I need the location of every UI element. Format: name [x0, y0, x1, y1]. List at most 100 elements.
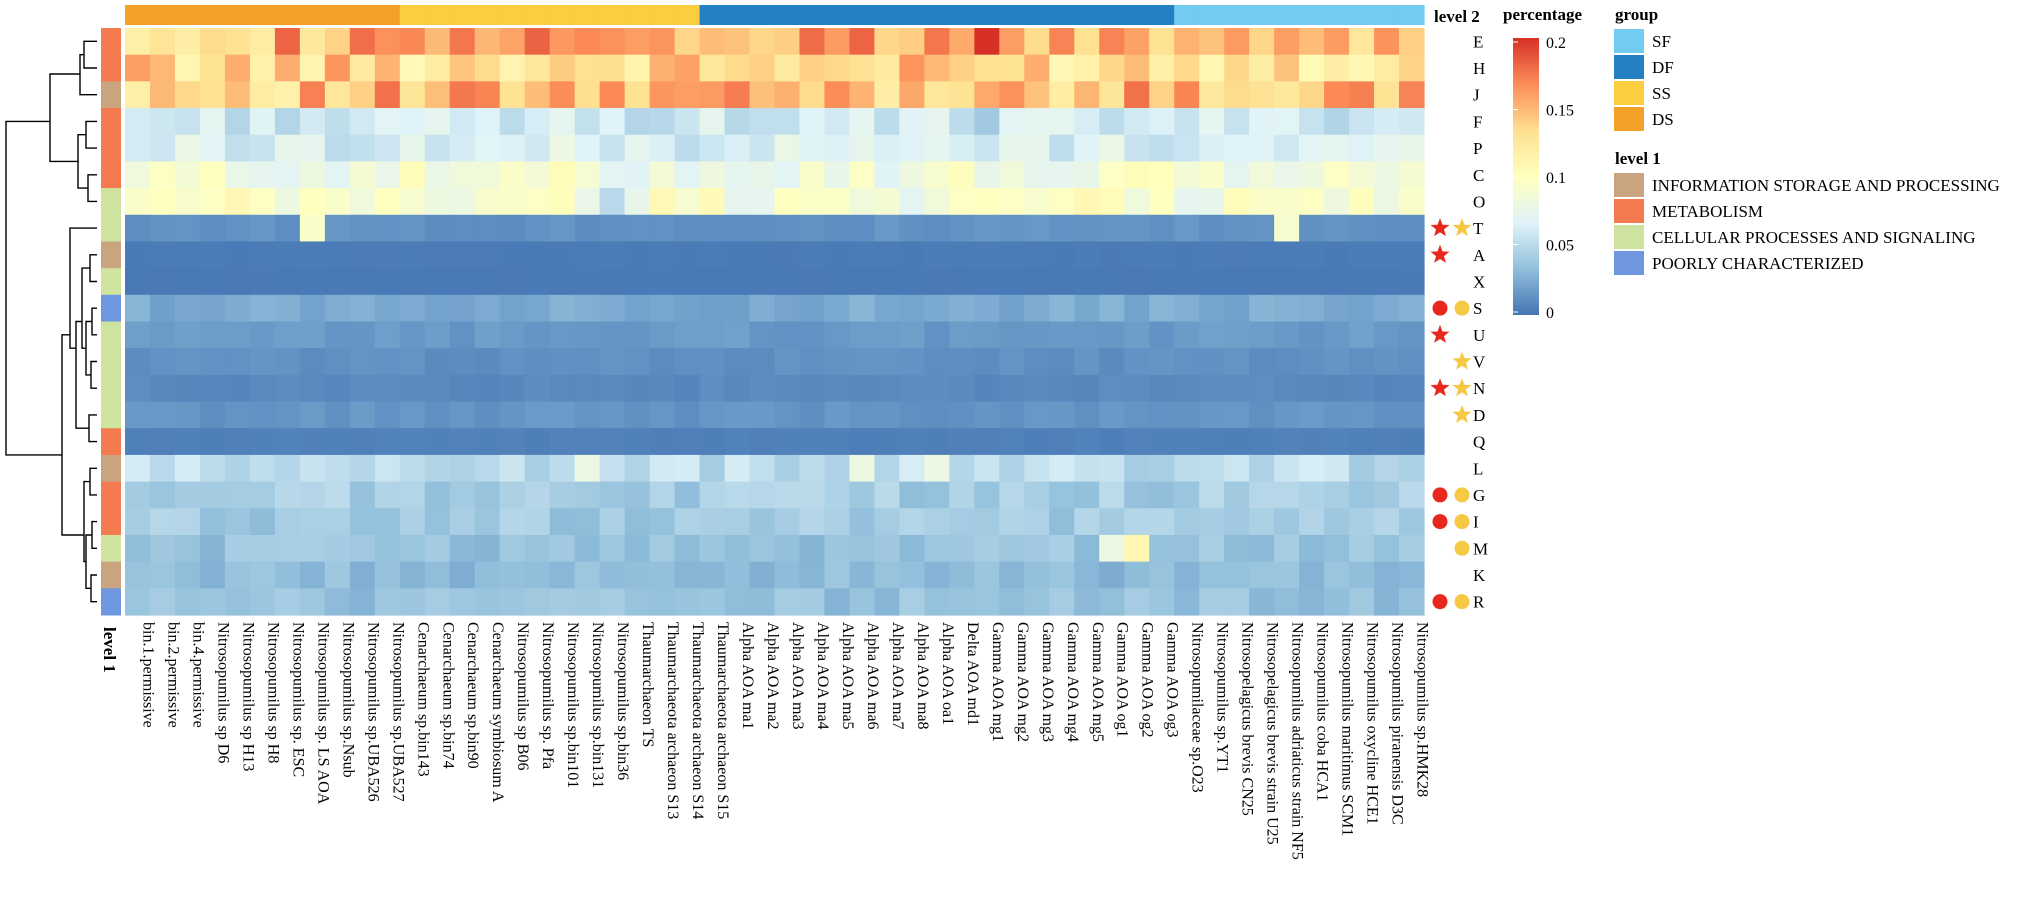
heatmap-cell [274, 401, 301, 429]
heatmap-cell [1124, 268, 1150, 296]
group-legend-swatch [1614, 29, 1644, 53]
heatmap-cell [449, 134, 476, 163]
heatmap-cell [699, 241, 726, 269]
heatmap-cell [974, 481, 1000, 509]
heatmap-cell [1074, 268, 1100, 296]
dendrogram-branch [91, 520, 97, 549]
heatmap-cell [299, 588, 326, 616]
heatmap-cell [899, 534, 925, 563]
group-annotation-cell [599, 5, 626, 25]
heatmap-cell [499, 81, 526, 109]
group-annotation-cell [174, 5, 201, 25]
group-annotation-cell [974, 5, 1000, 25]
heatmap-cell [724, 28, 751, 56]
heatmap-cell [125, 588, 151, 616]
heatmap-cell [724, 268, 751, 296]
group-annotation-cell [1074, 5, 1100, 25]
heatmap-cell [724, 374, 751, 403]
heatmap-cell [674, 481, 701, 509]
heatmap-cell [1049, 268, 1075, 296]
heatmap-cell [624, 134, 651, 163]
heatmap-cell [799, 294, 826, 323]
level1-annotation-cell [101, 108, 121, 136]
heatmap-cell [1324, 188, 1350, 216]
heatmap-cell [974, 214, 1000, 243]
group-annotation-cell [324, 5, 351, 25]
heatmap-cell [974, 348, 1000, 376]
heatmap-cell [1224, 348, 1250, 376]
heatmap-cell [1049, 321, 1075, 349]
heatmap-cell [374, 268, 401, 296]
heatmap-cell [1249, 108, 1275, 136]
heatmap-cell [374, 321, 401, 349]
heatmap-cell [399, 481, 426, 509]
heatmap-cell [649, 348, 676, 376]
heatmap-cell [1199, 508, 1225, 536]
heatmap-cell [374, 161, 401, 189]
column-label: Nitrosopumilus sp.bin36 [614, 622, 631, 780]
heatmap-cell [1199, 81, 1225, 109]
heatmap-cell [474, 508, 501, 536]
heatmap-cell [649, 294, 676, 323]
heatmap-cell [224, 428, 251, 456]
heatmap-cell [599, 214, 626, 243]
heatmap-cell [549, 54, 576, 82]
heatmap-cell [125, 294, 151, 323]
heatmap-cell [1049, 348, 1075, 376]
heatmap-cell [1024, 54, 1050, 82]
level1-legend-swatch [1614, 225, 1644, 249]
heatmap-cell [774, 401, 801, 429]
heatmap-cell [924, 294, 950, 323]
heatmap-cell [424, 161, 451, 189]
heatmap-cell [874, 561, 900, 589]
heatmap-cell [774, 161, 801, 189]
heatmap-cell [1224, 188, 1250, 216]
heatmap-cell [1224, 241, 1250, 269]
heatmap-cell [849, 241, 876, 269]
heatmap-cell [174, 508, 201, 536]
heatmap-cell [499, 268, 526, 296]
heatmap-cell [974, 534, 1000, 563]
heatmap-cell [199, 401, 226, 429]
heatmap-cell [774, 81, 801, 109]
heatmap-cell [1299, 54, 1325, 82]
heatmap-cell [199, 108, 226, 136]
heatmap-cell [349, 321, 376, 349]
heatmap-cell [449, 214, 476, 243]
heatmap-cell [849, 561, 876, 589]
heatmap-cell [524, 534, 551, 563]
heatmap-cell [1224, 108, 1250, 136]
heatmap-cell [474, 188, 501, 216]
heatmap-cell [799, 481, 826, 509]
heatmap-cell [1199, 161, 1225, 189]
scale-tick-label: 0.2 [1546, 35, 1566, 52]
heatmap-cell [774, 108, 801, 136]
heatmap-cell [724, 348, 751, 376]
heatmap-cell [1024, 401, 1050, 429]
heatmap-cell [249, 428, 276, 456]
heatmap-cell [824, 241, 851, 269]
heatmap-cell [199, 241, 226, 269]
heatmap-cell [999, 268, 1025, 296]
heatmap-cell [774, 188, 801, 216]
heatmap-cell [599, 348, 626, 376]
heatmap-cell [1374, 28, 1400, 56]
heatmap-cell [849, 161, 876, 189]
heatmap-cell [1224, 401, 1250, 429]
group-annotation-cell [949, 5, 975, 25]
heatmap-cell [674, 134, 701, 163]
column-label: Gamma AOA og2 [1139, 622, 1156, 738]
column-label: Gamma AOA mg5 [1089, 622, 1106, 742]
heatmap-cell [274, 374, 301, 403]
heatmap-cell [1174, 534, 1200, 563]
heatmap-cell [849, 108, 876, 136]
heatmap-cell [274, 481, 301, 509]
group-annotation-cell [1399, 5, 1425, 25]
heatmap-cell [224, 268, 251, 296]
heatmap-cell [1199, 534, 1225, 563]
heatmap-cell [274, 321, 301, 349]
group-annotation-cell [1049, 5, 1075, 25]
heatmap-cell [374, 481, 401, 509]
heatmap-cell [924, 188, 950, 216]
